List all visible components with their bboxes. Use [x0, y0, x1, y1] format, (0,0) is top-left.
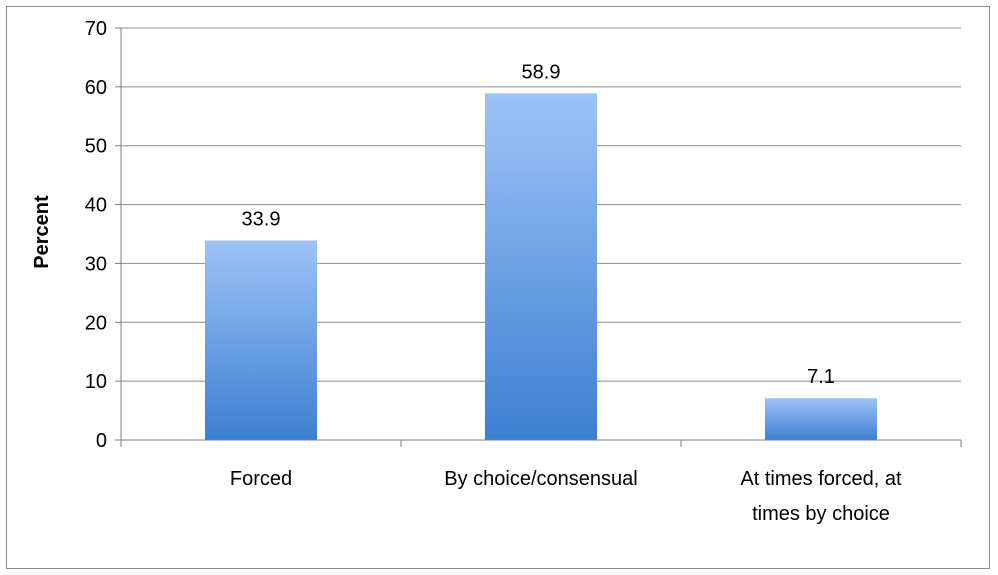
data-label: 7.1: [807, 366, 835, 388]
data-label: 33.9: [242, 208, 281, 230]
axes: [115, 27, 962, 447]
data-label: 58.9: [522, 61, 561, 83]
y-tick-label: 0: [96, 430, 107, 452]
y-tick-label: 20: [85, 312, 107, 334]
labels: 0 10 20 30 40 50 60 70 33.9 Forced 58.9 By choice/c…: [85, 18, 902, 525]
category-label: times by choice: [752, 503, 890, 525]
y-tick-label: 60: [85, 77, 107, 99]
y-tick-label: 50: [85, 136, 107, 158]
bars: [205, 93, 877, 441]
category-label: By choice/consensual: [444, 468, 637, 490]
y-tick-label: 70: [85, 18, 107, 40]
category-label: At times forced, at: [740, 468, 902, 490]
y-axis-label: Percent: [31, 195, 53, 269]
y-tick-label: 10: [85, 371, 107, 393]
bar: [205, 240, 317, 440]
y-tick-label: 40: [85, 195, 107, 217]
category-label: Forced: [230, 468, 292, 490]
bar: [765, 398, 877, 440]
y-tick-label: 30: [85, 253, 107, 275]
bar: [485, 93, 597, 441]
